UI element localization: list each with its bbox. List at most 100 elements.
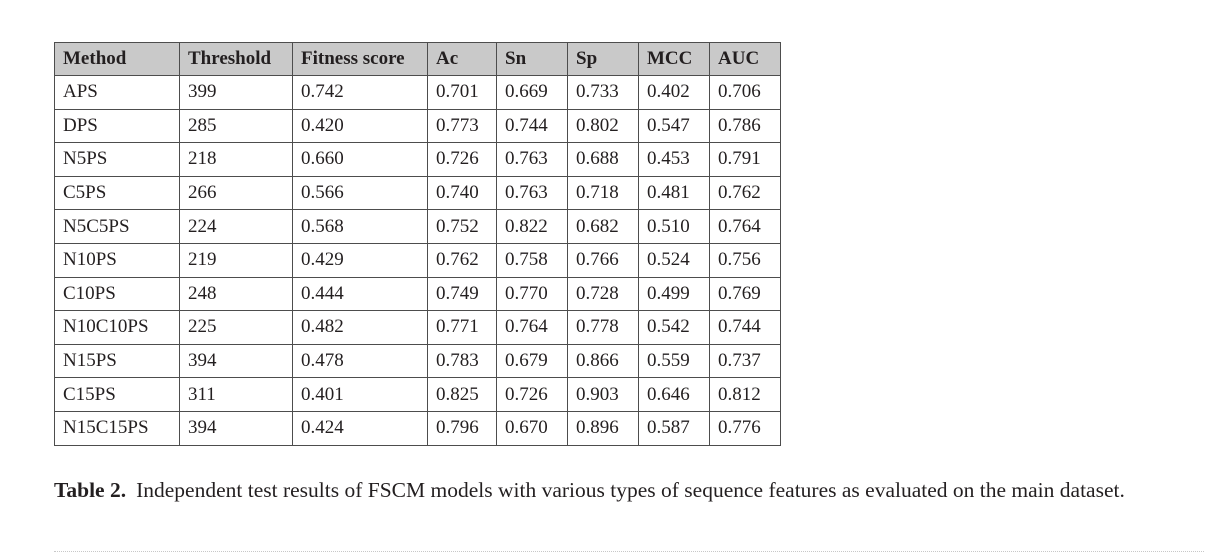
header-sp: Sp [567,42,639,76]
cell-auc: 0.706 [709,75,781,110]
cell-ac: 0.749 [427,276,497,312]
cell-fitness-score: 0.429 [292,242,428,278]
results-table: Method Threshold Fitness score Ac Sn Sp … [54,42,781,446]
cell-auc: 0.764 [709,209,781,244]
cell-threshold: 399 [179,75,293,110]
header-auc: AUC [709,42,781,76]
table-row: N15PS 394 0.478 0.783 0.679 0.866 0.559 0.737 [54,343,781,379]
header-threshold: Threshold [179,42,293,76]
cell-sp: 0.733 [567,75,639,110]
table-row: N10C10PS 225 0.482 0.771 0.764 0.778 0.542 0.74… [54,310,781,345]
cell-sp: 0.866 [567,343,639,379]
cell-fitness-score: 0.424 [292,410,428,446]
cell-method: N10PS [54,242,180,278]
cell-threshold: 225 [179,310,293,345]
cell-sp: 0.682 [567,209,639,244]
table-body: APS 399 0.742 0.701 0.669 0.733 0.402 0.706 DPS 2… [54,75,781,446]
cell-ac: 0.752 [427,209,497,244]
cell-mcc: 0.524 [638,242,710,278]
cell-sp: 0.903 [567,377,639,412]
cell-auc: 0.737 [709,343,781,379]
header-row: Method Threshold Fitness score Ac Sn Sp … [54,42,781,76]
cell-sn: 0.679 [496,343,568,379]
cell-threshold: 219 [179,242,293,278]
cell-auc: 0.762 [709,175,781,211]
cell-fitness-score: 0.742 [292,75,428,110]
cell-ac: 0.726 [427,142,497,177]
cell-ac: 0.701 [427,75,497,110]
table-header: Method Threshold Fitness score Ac Sn Sp … [54,42,781,76]
cell-ac: 0.740 [427,175,497,211]
cell-sn: 0.726 [496,377,568,412]
cell-sp: 0.688 [567,142,639,177]
cell-threshold: 285 [179,108,293,144]
cell-fitness-score: 0.482 [292,310,428,345]
caption-label: Table 2. [54,478,127,502]
cell-fitness-score: 0.566 [292,175,428,211]
table-row: C10PS 248 0.444 0.749 0.770 0.728 0.499 0.769 [54,276,781,312]
cell-threshold: 248 [179,276,293,312]
cell-threshold: 218 [179,142,293,177]
cell-sn: 0.758 [496,242,568,278]
header-method: Method [54,42,180,76]
cell-sn: 0.670 [496,410,568,446]
cell-threshold: 311 [179,377,293,412]
cell-mcc: 0.646 [638,377,710,412]
cell-fitness-score: 0.444 [292,276,428,312]
cell-threshold: 394 [179,410,293,446]
cell-ac: 0.762 [427,242,497,278]
cell-mcc: 0.402 [638,75,710,110]
table-row: N5PS 218 0.660 0.726 0.763 0.688 0.453 0.791 [54,142,781,177]
table-row: DPS 285 0.420 0.773 0.744 0.802 0.547 0.786 [54,108,781,144]
cell-sn: 0.744 [496,108,568,144]
cell-method: N5C5PS [54,209,180,244]
header-ac: Ac [427,42,497,76]
header-fitness-score: Fitness score [292,42,428,76]
header-sn: Sn [496,42,568,76]
cell-auc: 0.812 [709,377,781,412]
cell-fitness-score: 0.568 [292,209,428,244]
table-row: N10PS 219 0.429 0.762 0.758 0.766 0.524 0.756 [54,242,781,278]
cell-method: C10PS [54,276,180,312]
cell-sn: 0.770 [496,276,568,312]
cell-sp: 0.896 [567,410,639,446]
cell-sn: 0.669 [496,75,568,110]
cell-auc: 0.769 [709,276,781,312]
cell-ac: 0.773 [427,108,497,144]
cell-method: N15PS [54,343,180,379]
cell-fitness-score: 0.420 [292,108,428,144]
cell-method: C15PS [54,377,180,412]
cell-ac: 0.796 [427,410,497,446]
table-row: C5PS 266 0.566 0.740 0.763 0.718 0.481 0.762 [54,175,781,211]
table-row: C15PS 311 0.401 0.825 0.726 0.903 0.646 0.812 [54,377,781,412]
cell-mcc: 0.510 [638,209,710,244]
cell-fitness-score: 0.401 [292,377,428,412]
cell-sp: 0.778 [567,310,639,345]
cell-fitness-score: 0.660 [292,142,428,177]
cell-mcc: 0.547 [638,108,710,144]
cell-method: N15C15PS [54,410,180,446]
cell-sn: 0.822 [496,209,568,244]
cell-sn: 0.763 [496,142,568,177]
cell-mcc: 0.587 [638,410,710,446]
cell-ac: 0.771 [427,310,497,345]
cell-auc: 0.791 [709,142,781,177]
cell-auc: 0.776 [709,410,781,446]
cell-sp: 0.728 [567,276,639,312]
cell-method: DPS [54,108,180,144]
header-mcc: MCC [638,42,710,76]
cell-method: N5PS [54,142,180,177]
table-row: N5C5PS 224 0.568 0.752 0.822 0.682 0.510 0.764 [54,209,781,244]
table-row: APS 399 0.742 0.701 0.669 0.733 0.402 0.706 [54,75,781,110]
cell-mcc: 0.559 [638,343,710,379]
cell-mcc: 0.499 [638,276,710,312]
cell-ac: 0.825 [427,377,497,412]
divider [54,551,1204,552]
cell-fitness-score: 0.478 [292,343,428,379]
cell-sp: 0.766 [567,242,639,278]
cell-threshold: 224 [179,209,293,244]
cell-sp: 0.802 [567,108,639,144]
cell-method: C5PS [54,175,180,211]
cell-mcc: 0.453 [638,142,710,177]
caption-text: Independent test results of FSCM models … [136,478,1125,502]
